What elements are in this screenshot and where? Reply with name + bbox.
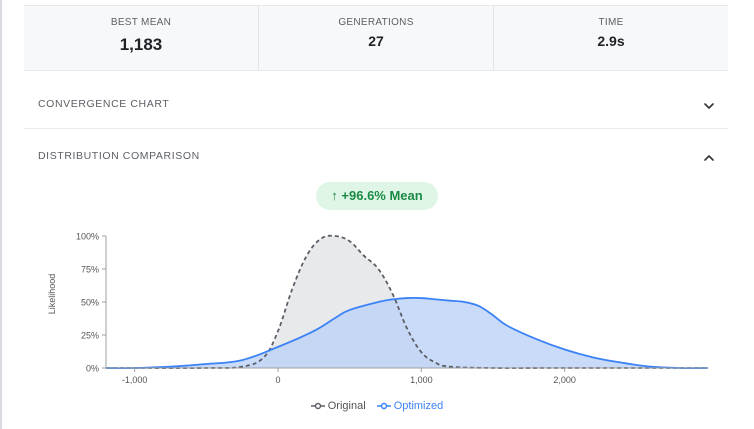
legend-item-original[interactable]: Original <box>310 400 366 412</box>
x-tick-label: 2,000 <box>553 375 576 385</box>
section-title: DISTRIBUTION COMPARISON <box>38 150 200 162</box>
stat-label: TIME <box>598 17 624 28</box>
legend-item-optimized[interactable]: Optimized <box>376 400 444 412</box>
y-axis-label: Likelihood <box>47 274 57 315</box>
stat-time: TIME 2.9s <box>494 6 728 70</box>
legend-label: Original <box>327 400 366 412</box>
chevron-up-icon <box>704 155 714 161</box>
section-divider <box>24 128 728 129</box>
y-tick-label: 0% <box>86 364 99 374</box>
series-line-original <box>106 234 708 370</box>
y-tick-label: 25% <box>81 331 99 341</box>
line-marker-icon <box>310 402 325 410</box>
distribution-chart: 0% 25% 50% 75% 100% -1,000 0 1,000 2,000 Likeliho… <box>47 232 709 385</box>
stat-best-mean: BEST MEAN 1,183 <box>24 6 259 70</box>
x-tick-label: -1,000 <box>122 375 148 385</box>
distribution-comparison-toggle[interactable]: DISTRIBUTION COMPARISON <box>38 150 716 170</box>
y-tick-label: 75% <box>81 265 99 275</box>
series-line-optimized <box>105 296 709 370</box>
mean-change-badge: ↑ +96.6% Mean <box>316 182 438 210</box>
convergence-chart-toggle[interactable]: CONVERGENCE CHART <box>38 98 716 118</box>
y-tick-label: 100% <box>76 232 99 242</box>
stats-bar: BEST MEAN 1,183 GENERATIONS 27 TIME 2.9s <box>24 5 728 71</box>
stat-value: 1,183 <box>119 35 163 54</box>
section-title: CONVERGENCE CHART <box>38 98 170 110</box>
stat-label: GENERATIONS <box>338 17 414 28</box>
stat-value: 27 <box>368 33 384 49</box>
stat-value: 2.9s <box>597 33 625 49</box>
legend-label: Optimized <box>393 400 444 412</box>
line-marker-icon <box>376 402 391 410</box>
left-border <box>0 0 2 429</box>
stat-generations: GENERATIONS 27 <box>259 6 494 70</box>
y-tick-label: 50% <box>81 298 99 308</box>
x-tick-label: 0 <box>275 375 280 385</box>
stat-label: BEST MEAN <box>110 17 172 28</box>
x-tick-label: 1,000 <box>410 375 433 385</box>
chevron-down-icon <box>704 103 714 109</box>
chart-legend: Original Optimized <box>0 400 754 413</box>
series-area-optimized <box>106 297 708 369</box>
